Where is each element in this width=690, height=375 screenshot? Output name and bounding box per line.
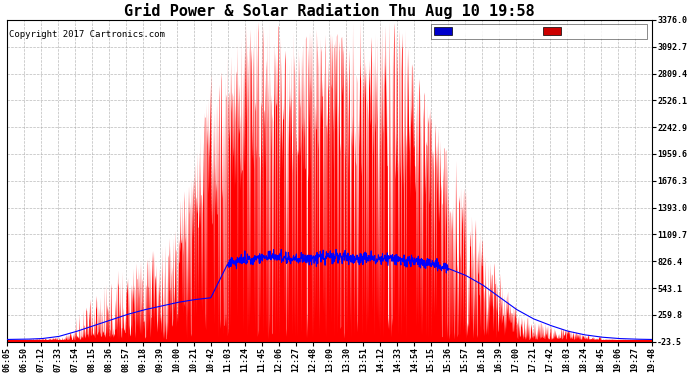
Text: Copyright 2017 Cartronics.com: Copyright 2017 Cartronics.com [8, 30, 164, 39]
Title: Grid Power & Solar Radiation Thu Aug 10 19:58: Grid Power & Solar Radiation Thu Aug 10 … [124, 3, 535, 19]
Legend: Radiation (w/m2), Grid (AC Watts): Radiation (w/m2), Grid (AC Watts) [431, 24, 647, 39]
